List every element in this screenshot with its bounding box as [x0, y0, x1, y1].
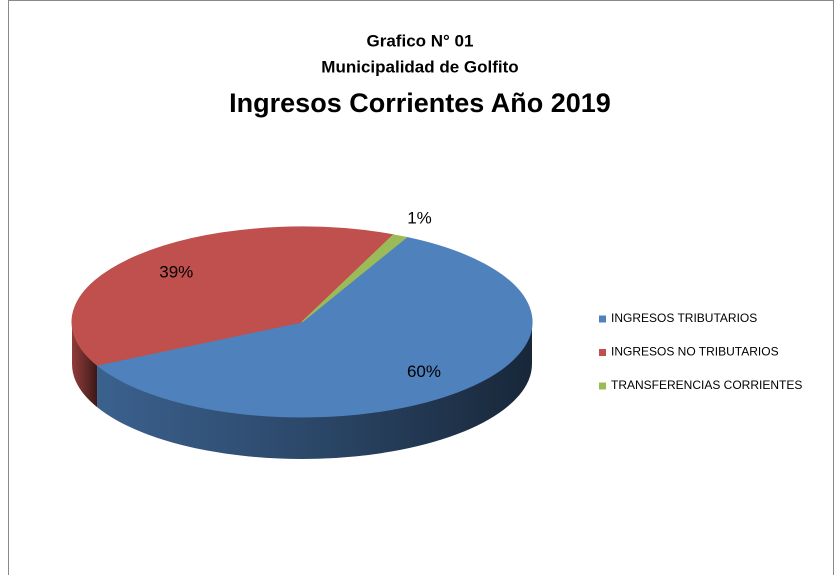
data-label: 1% [407, 208, 432, 227]
slice-side [72, 322, 98, 408]
chart-title: Ingresos Corrientes Año 2019 [229, 88, 611, 118]
chart-supertitle: Grafico N° 01 [367, 31, 474, 50]
legend-swatch [599, 349, 606, 356]
legend-label: INGRESOS TRIBUTARIOS [611, 311, 757, 325]
slice [95, 236, 533, 418]
legend-swatch [599, 315, 606, 323]
slice [301, 234, 408, 323]
legend-swatch [599, 382, 606, 390]
slice-side [97, 322, 533, 460]
legend-label: INGRESOS NO TRIBUTARIOS [611, 345, 779, 359]
chart-supertitle: Municipalidad de Golfito [321, 57, 518, 76]
data-label: 39% [159, 263, 193, 282]
slice [71, 226, 395, 366]
data-label: 60% [407, 362, 441, 381]
legend-label: TRANSFERENCIAS CORRIENTES [611, 378, 802, 392]
